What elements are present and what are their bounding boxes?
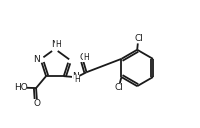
Text: O: O xyxy=(33,99,40,108)
Text: N: N xyxy=(51,40,57,49)
Text: HO: HO xyxy=(14,83,27,92)
Text: N: N xyxy=(33,55,40,63)
Text: H: H xyxy=(55,40,61,49)
Text: Cl: Cl xyxy=(134,34,143,44)
Text: N: N xyxy=(72,72,79,81)
Text: H: H xyxy=(83,53,89,62)
Text: O: O xyxy=(79,53,86,62)
Text: Cl: Cl xyxy=(115,83,124,92)
Text: H: H xyxy=(74,75,80,84)
